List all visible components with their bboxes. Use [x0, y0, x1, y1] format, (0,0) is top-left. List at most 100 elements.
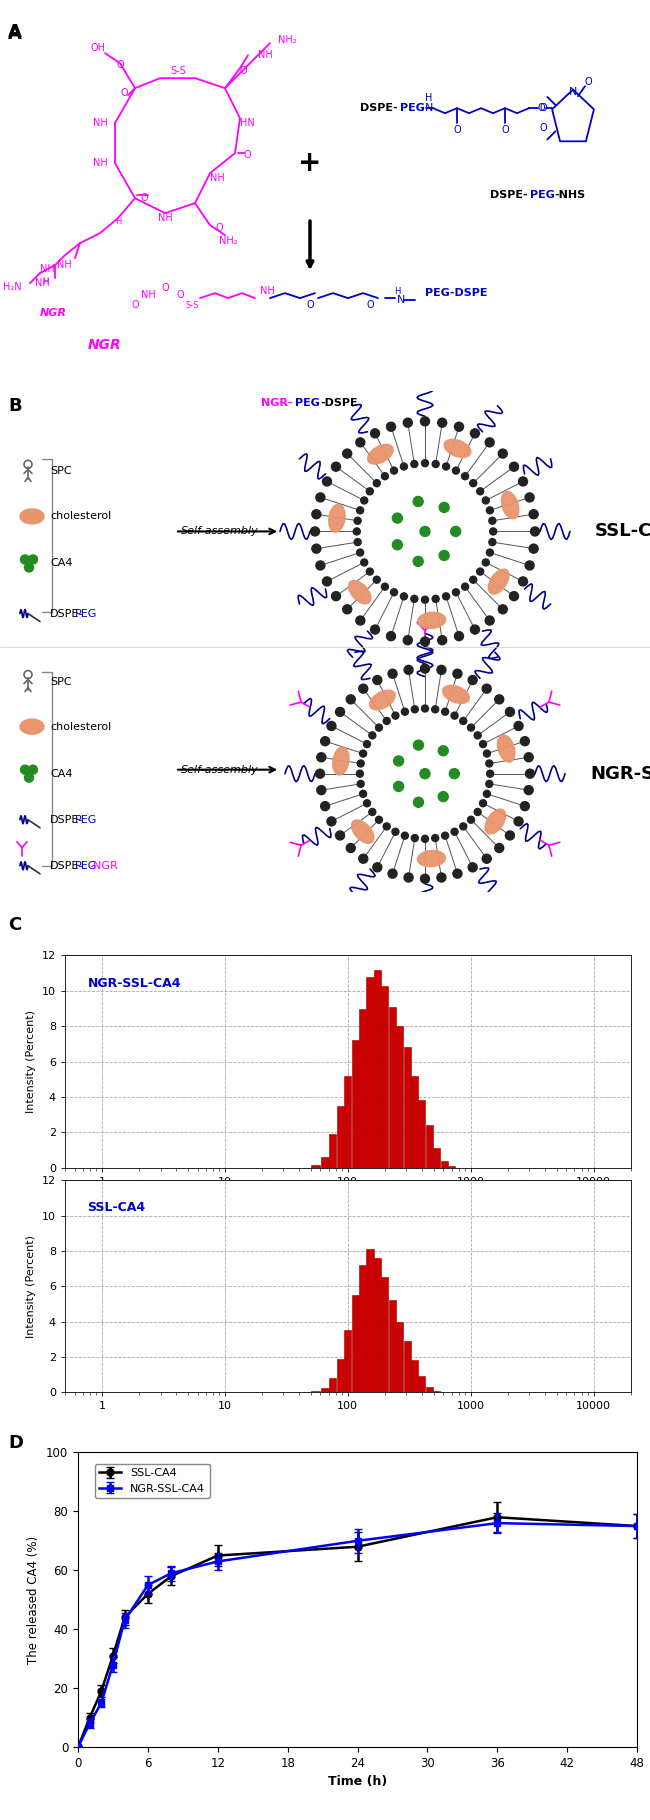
Circle shape [514, 817, 523, 826]
Bar [389, 1301, 396, 1392]
Circle shape [476, 568, 484, 575]
Text: OH: OH [90, 44, 105, 53]
Circle shape [392, 712, 399, 719]
Bar [411, 1361, 418, 1392]
Circle shape [327, 817, 336, 826]
Circle shape [393, 513, 402, 522]
Ellipse shape [20, 719, 44, 733]
Text: NH: NH [260, 286, 275, 297]
Circle shape [317, 753, 326, 763]
Text: NGR: NGR [88, 339, 122, 351]
Bar [433, 1148, 440, 1168]
Circle shape [21, 555, 29, 564]
Circle shape [439, 502, 449, 513]
Bar [411, 1076, 418, 1168]
Y-axis label: Intensity (Percent): Intensity (Percent) [26, 1234, 36, 1338]
Text: -DSPE: -DSPE [320, 399, 358, 408]
Circle shape [519, 477, 528, 486]
Circle shape [335, 832, 345, 841]
Text: PEG: PEG [530, 189, 555, 200]
Ellipse shape [352, 821, 374, 843]
Circle shape [387, 632, 395, 641]
Text: O: O [243, 151, 251, 160]
Text: PEG: PEG [400, 104, 425, 113]
Circle shape [29, 555, 38, 564]
Circle shape [391, 588, 398, 595]
Circle shape [411, 706, 419, 713]
Text: O: O [540, 104, 547, 113]
Circle shape [443, 593, 450, 601]
Circle shape [392, 828, 399, 835]
Circle shape [453, 870, 462, 877]
Circle shape [525, 493, 534, 502]
Circle shape [432, 595, 439, 602]
Bar [404, 1046, 411, 1168]
Bar [396, 1026, 403, 1168]
Circle shape [411, 835, 419, 841]
Text: SSL-CA4: SSL-CA4 [595, 522, 650, 541]
Circle shape [529, 544, 538, 553]
Text: CA4: CA4 [50, 768, 73, 779]
Text: H: H [115, 217, 121, 226]
Circle shape [519, 577, 528, 586]
Circle shape [495, 695, 504, 704]
Ellipse shape [417, 850, 445, 866]
Circle shape [359, 684, 368, 693]
Text: PEG: PEG [75, 815, 98, 824]
Bar [404, 1341, 411, 1392]
Y-axis label: The released CA4 (%): The released CA4 (%) [27, 1536, 40, 1663]
Circle shape [413, 797, 424, 808]
Circle shape [480, 799, 486, 806]
Bar [337, 1107, 344, 1168]
Text: H: H [425, 93, 433, 104]
Circle shape [400, 462, 408, 470]
Circle shape [357, 462, 493, 601]
Text: O: O [306, 300, 314, 309]
Text: A: A [8, 25, 22, 44]
Text: PEG: PEG [295, 399, 320, 408]
Bar [359, 1008, 366, 1168]
Circle shape [361, 559, 368, 566]
Circle shape [356, 615, 365, 624]
Bar [374, 1258, 381, 1392]
Bar [418, 1376, 425, 1392]
Circle shape [403, 635, 412, 644]
Circle shape [485, 439, 494, 448]
Circle shape [400, 593, 408, 601]
Text: Self-assembly: Self-assembly [181, 764, 259, 775]
Bar [320, 1158, 328, 1168]
Circle shape [363, 799, 370, 806]
Circle shape [346, 695, 356, 704]
Circle shape [343, 450, 352, 459]
Circle shape [495, 843, 504, 852]
Circle shape [369, 732, 376, 739]
Legend: SSL-CA4, NGR-SSL-CA4: SSL-CA4, NGR-SSL-CA4 [95, 1463, 210, 1498]
Circle shape [394, 781, 404, 792]
Circle shape [388, 670, 397, 679]
Circle shape [510, 592, 519, 601]
Text: Self-assembly: Self-assembly [181, 526, 259, 537]
Circle shape [529, 510, 538, 519]
Circle shape [359, 750, 367, 757]
Circle shape [317, 786, 326, 795]
Bar [352, 1041, 359, 1168]
Circle shape [421, 664, 430, 673]
Circle shape [487, 770, 493, 777]
Text: SSL-CA4: SSL-CA4 [88, 1201, 146, 1214]
Ellipse shape [348, 581, 371, 604]
Circle shape [420, 526, 430, 537]
Text: cholesterol: cholesterol [50, 511, 111, 521]
Circle shape [420, 768, 430, 779]
Circle shape [322, 577, 332, 586]
Circle shape [437, 874, 446, 883]
Text: NH: NH [140, 289, 155, 300]
Circle shape [421, 835, 428, 843]
Circle shape [373, 577, 380, 582]
Circle shape [486, 550, 493, 557]
Text: O: O [176, 289, 184, 300]
Circle shape [489, 517, 496, 524]
Circle shape [438, 792, 448, 801]
Circle shape [411, 460, 418, 468]
Text: NH: NH [157, 213, 172, 224]
Text: NGR-: NGR- [261, 399, 292, 408]
